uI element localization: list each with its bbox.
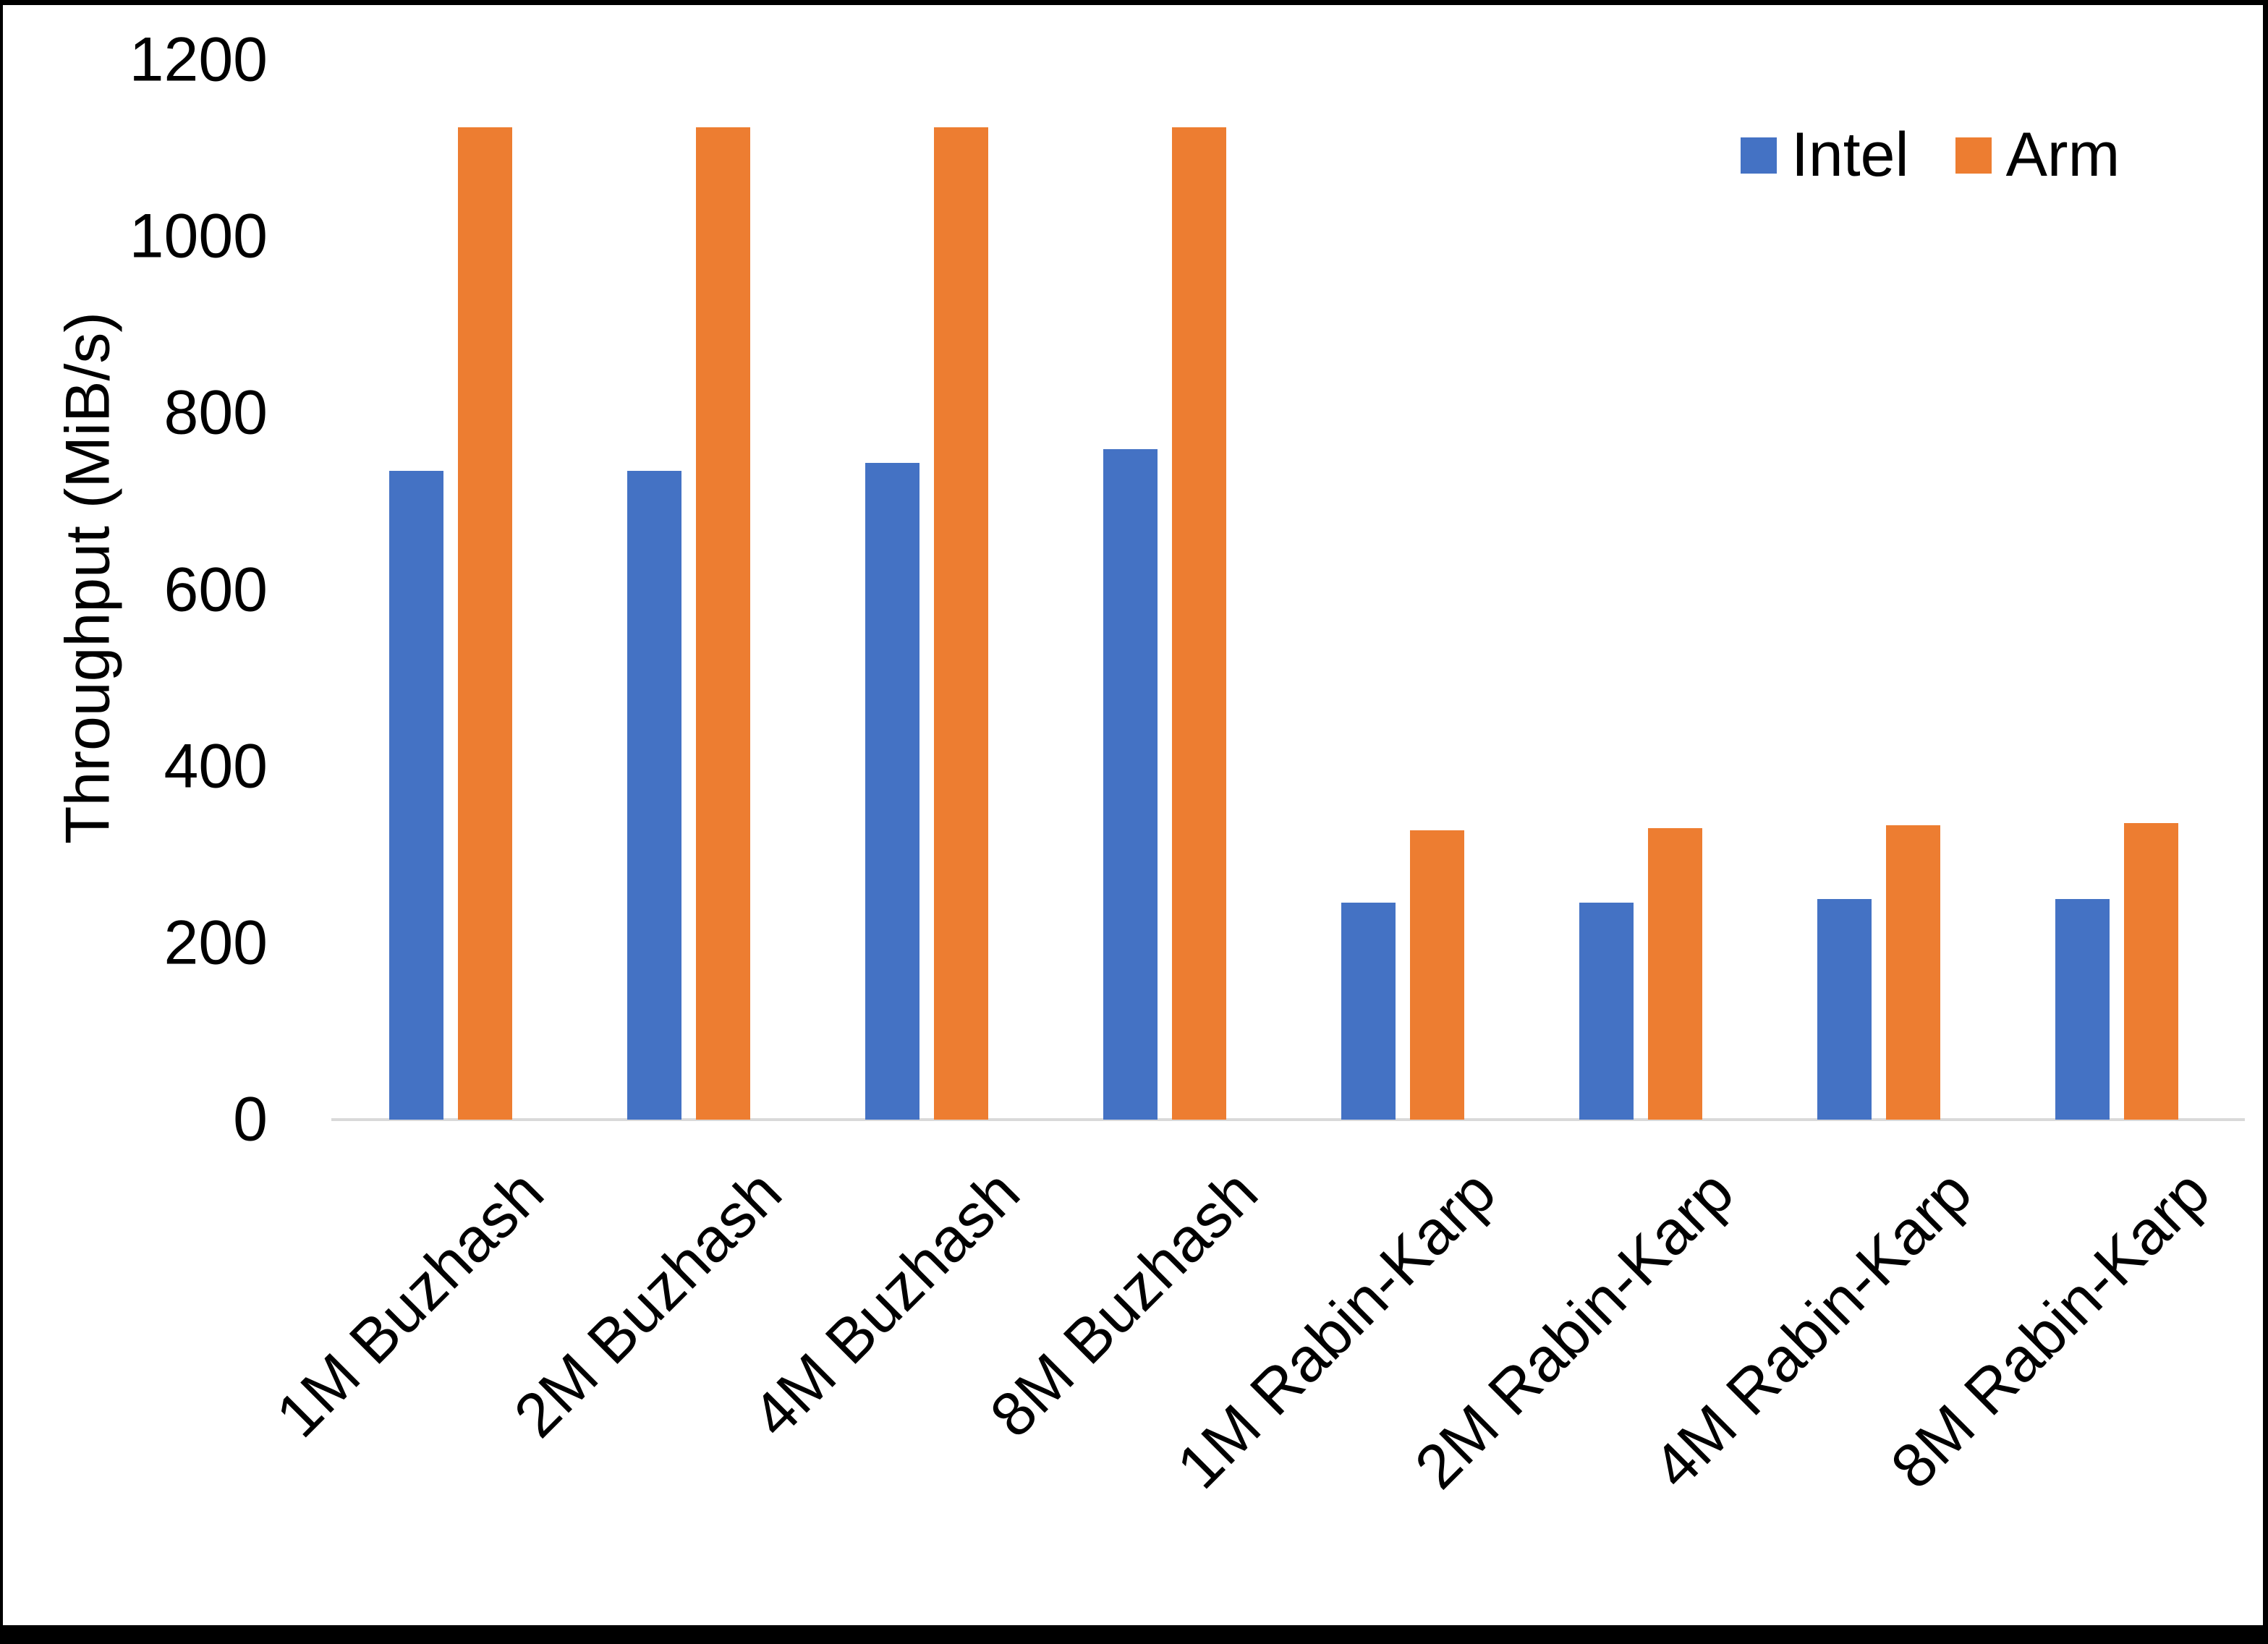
bar-arm-1 [457,127,512,1120]
bar-intel-3 [865,462,919,1120]
y-tick-label: 1000 [129,201,268,271]
y-tick-label: 0 [233,1084,268,1154]
legend-label-arm: Arm [2005,120,2120,189]
arm-series-swatch-icon [1955,137,1992,174]
bar-arm-7 [1885,825,1940,1120]
bar-intel-2 [627,470,681,1120]
bar-intel-5 [1341,902,1396,1120]
bar-arm-8 [2123,822,2178,1120]
legend-item-arm: Arm [1955,119,2120,191]
bar-arm-3 [933,127,988,1120]
bar-intel-8 [2055,898,2110,1120]
legend: Intel Arm [1741,119,2120,191]
bar-intel-1 [388,470,443,1120]
bar-arm-6 [1647,828,1702,1120]
bar-intel-6 [1579,902,1634,1120]
bar-arm-2 [695,127,750,1120]
y-tick-label: 600 [163,555,268,624]
y-tick-label: 800 [163,378,268,448]
bar-arm-4 [1171,127,1226,1120]
legend-label-intel: Intel [1791,120,1909,189]
legend-item-intel: Intel [1741,119,1909,191]
x-axis-line [331,1118,2245,1121]
y-tick-label: 1200 [129,25,268,95]
bar-intel-7 [1817,898,1872,1120]
intel-series-swatch-icon [1741,137,1777,174]
y-tick-label: 200 [163,908,268,978]
bar-arm-5 [1409,830,1464,1120]
y-tick-label: 400 [163,731,268,801]
bar-intel-4 [1103,449,1158,1120]
